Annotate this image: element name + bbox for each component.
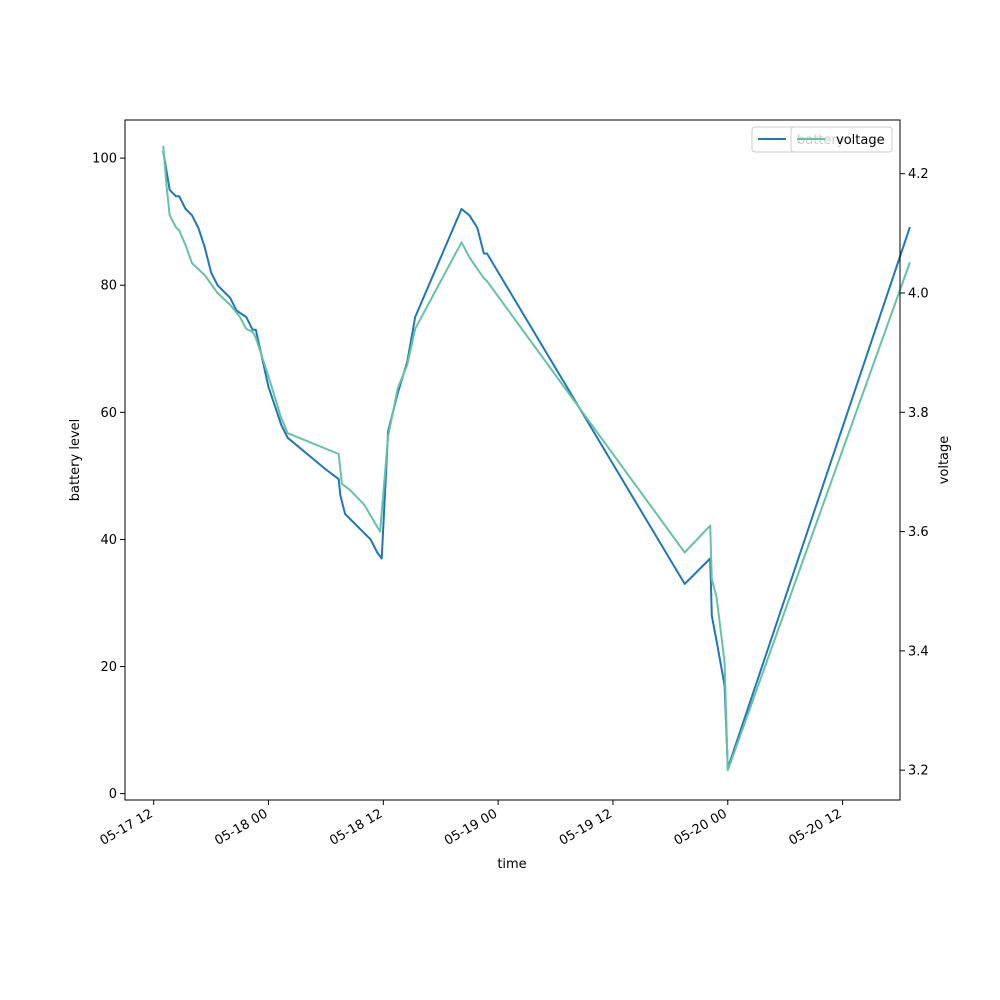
y2-tick-label: 3.4 [908,644,929,659]
y-axis-label: battery level [68,419,83,502]
y-tick-label: 100 [92,152,117,167]
legend-box [790,126,893,153]
y2-tick-label: 3.6 [908,525,929,540]
x-axis-label: time [497,857,526,872]
series-line-voltage [162,145,911,772]
y2-tick-label: 3.2 [908,764,929,779]
y-tick-label: 0 [109,787,117,802]
y2-tick-label: 3.8 [908,406,929,421]
legend-label-voltage: voltage [836,133,885,148]
y2-tick-label: 4.2 [908,167,929,182]
y-tick-label: 40 [100,533,117,548]
y2-axis-label: voltage [937,436,952,485]
y2-tick-label: 4.0 [908,286,929,301]
y-tick-label: 60 [100,406,117,421]
series-layer [162,145,911,772]
y-tick-label: 80 [100,279,117,294]
series-line-battery [162,150,911,770]
plot-frame [124,119,901,801]
y-axis-right: 3.2 3.4 3.6 3.8 4.0 4.2 [900,167,929,779]
y-axis-left: 0 20 40 60 80 100 [92,152,125,802]
y-tick-label: 20 [100,660,117,675]
legend-voltage: voltage [790,126,893,153]
